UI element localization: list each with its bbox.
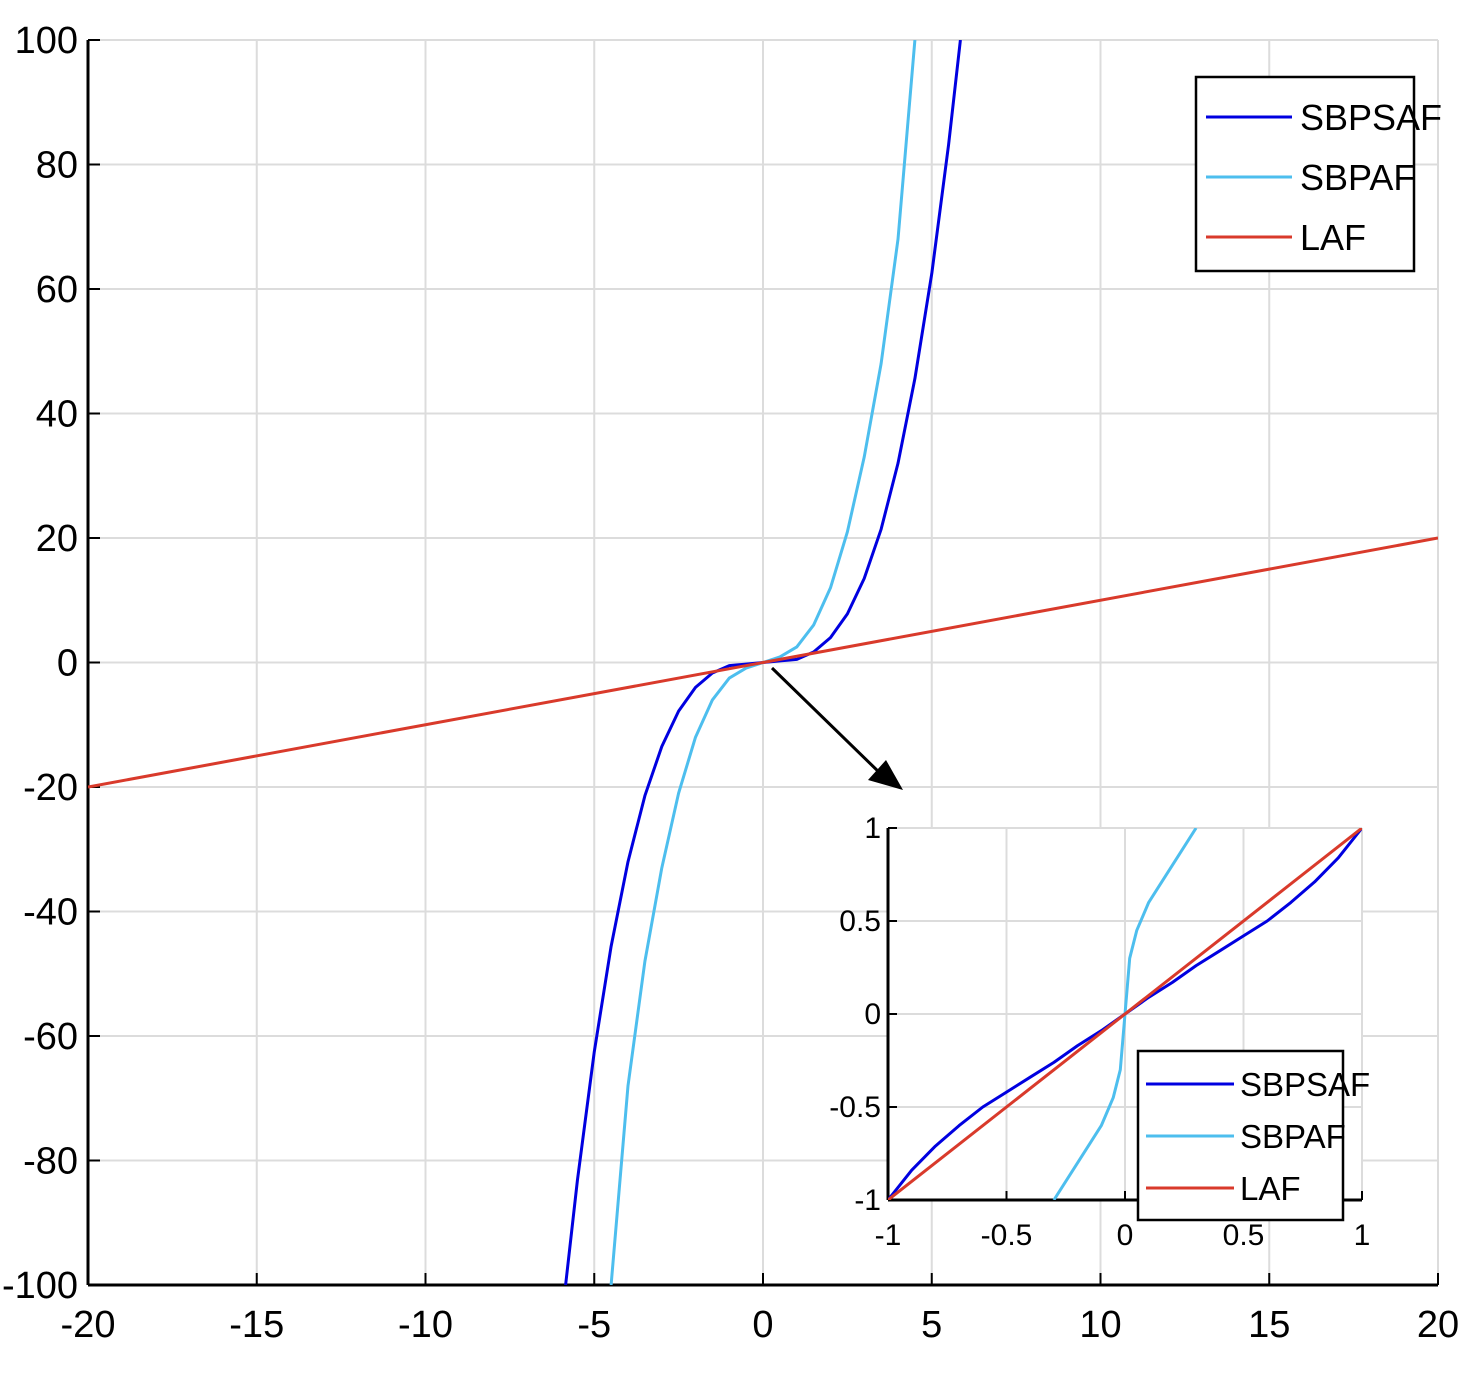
inset-chart-legend-label-sbpsaf: SBPSAF [1240, 1066, 1370, 1103]
main-chart-y-tick-label: 80 [36, 145, 78, 187]
main-chart-x-tick-label: 5 [921, 1304, 942, 1346]
inset-chart-x-tick-label: 0 [1117, 1219, 1134, 1252]
zoom-arrow [770, 666, 903, 790]
main-chart-x-tick-label: 20 [1417, 1304, 1459, 1346]
main-chart-y-tick-label: 0 [57, 643, 78, 685]
main-chart-x-tick-label: -20 [61, 1304, 116, 1346]
main-chart-legend-label-sbpsaf: SBPSAF [1300, 97, 1442, 138]
main-chart: -20 -15 -10 -5 0 5 10 15 20-100-80-60-40-2002040… [2, 20, 1459, 1346]
inset-chart-legend-label-laf: LAF [1240, 1170, 1301, 1207]
main-chart-y-tick-label: 20 [36, 518, 78, 560]
inset-chart-legend-label-sbpaf: SBPAF [1240, 1118, 1346, 1155]
inset-chart-y-tick-label: 1 [864, 812, 881, 845]
main-chart-legend-label-laf: LAF [1300, 217, 1366, 258]
main-chart-x-tick-label: 10 [1079, 1304, 1121, 1346]
main-chart-y-tick-label: -100 [2, 1265, 78, 1307]
main-chart-y-tick-label: 40 [36, 394, 78, 436]
inset-chart-x-tick-label: 0.5 [1223, 1219, 1265, 1252]
inset-chart-x-tick-label: -1 [875, 1219, 902, 1252]
inset-chart-series-laf [888, 828, 1362, 1200]
inset-chart: -1 -0.5 0 0.5 1 -1 -0.5 0 0.5 1 SBPSAF SBPAF LAF [829, 812, 1370, 1252]
inset-chart-x-tick-label: -0.5 [981, 1219, 1033, 1252]
main-chart-series-laf [88, 536, 1438, 789]
main-chart-legend-label-sbpaf: SBPAF [1300, 157, 1415, 198]
main-chart-y-tick-label: -40 [23, 892, 78, 934]
main-chart-y-tick-label: 100 [15, 20, 78, 62]
main-chart-y-tick-label: -60 [23, 1016, 78, 1058]
inset-chart-y-tick-label: 0.5 [839, 905, 881, 938]
main-chart-y-tick-label: -20 [23, 767, 78, 809]
zoom-arrow-head [868, 760, 903, 790]
main-chart-x-tick-label: 15 [1248, 1304, 1290, 1346]
inset-chart-x-tick-label: 1 [1354, 1219, 1371, 1252]
main-chart-y-tick-label: -80 [23, 1141, 78, 1183]
main-chart-y-tick-label: 60 [36, 269, 78, 311]
main-chart-legend [1194, 75, 1416, 273]
inset-chart-y-tick-label: 0 [864, 998, 881, 1031]
main-chart-x-tick-label: 0 [752, 1304, 773, 1346]
zoom-arrow-line [770, 666, 886, 779]
main-chart-x-tick-label: -15 [229, 1304, 284, 1346]
main-chart-x-tick-label: -5 [577, 1304, 611, 1346]
inset-chart-y-tick-label: -1 [854, 1184, 881, 1217]
inset-chart-y-tick-label: -0.5 [829, 1091, 881, 1124]
main-chart-x-tick-label: -10 [398, 1304, 453, 1346]
